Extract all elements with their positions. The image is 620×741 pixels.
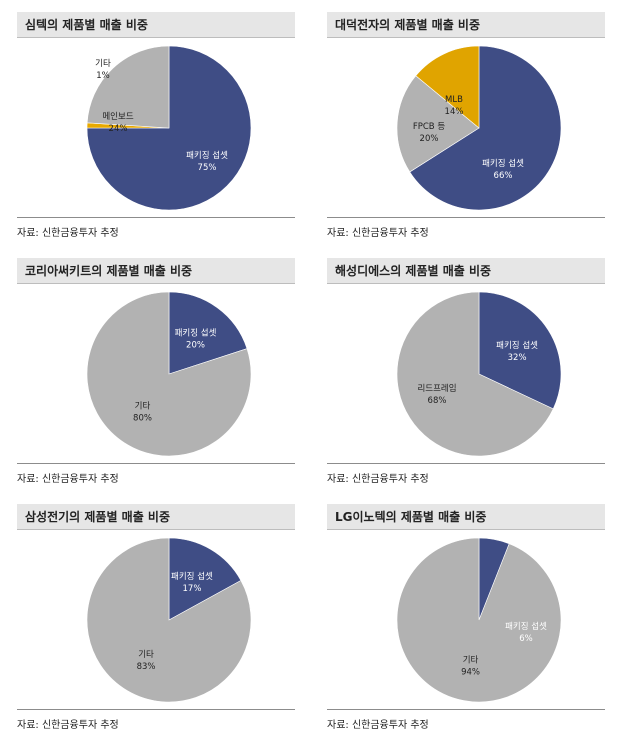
slice-name-label: 패키징 섭셋 <box>171 571 213 582</box>
slice-name-label: 패키징 섭셋 <box>175 328 217 339</box>
slice-value-label: 83% <box>137 662 156 672</box>
source-note: 자료: 신한금융투자 추정 <box>17 474 119 485</box>
slice-name-label: 리드프레임 <box>417 383 456 394</box>
source-note: 자료: 신한금융투자 추정 <box>327 720 429 731</box>
pie-slice-0 <box>409 45 562 211</box>
slice-label: 패키징 섭셋 6% <box>505 621 547 644</box>
slice-label: 패키징 섭셋 32% <box>496 340 538 363</box>
slice-value-label: 20% <box>186 341 205 351</box>
slice-label: 기타 94% <box>461 655 480 677</box>
slice-value-label: 24% <box>109 124 128 134</box>
slice-label: 리드프레임 68% <box>417 383 456 406</box>
slice-name-label: 패키징 섭셋 <box>186 150 228 161</box>
slice-label: 패키징 섭셋 66% <box>482 158 524 181</box>
pie-chart-area: 패키징 섭셋 32% 리드프레임 68% <box>327 285 605 464</box>
slice-value-label: 1% <box>96 71 110 81</box>
slice-name-label: 기타 <box>463 655 479 665</box>
chart-title: 심텍의 제품별 매출 비중 <box>17 12 295 38</box>
pie-chart-area: 패키징 섭셋 17% 기타 83% <box>17 531 295 710</box>
pie-slice-1 <box>86 291 252 457</box>
chart-panel-haesung-ds: 해성디에스의 제품별 매출 비중 패키징 섭셋 32% 리드프레임 68% 자료: 신… <box>327 258 605 485</box>
pie-chart: 패키징 섭셋 6% 기타 94% <box>396 537 562 703</box>
chart-panel-simtech: 심텍의 제품별 매출 비중 패키징 섭셋 75% 기타 1% 메인보드 24% 자료: 신… <box>17 12 295 239</box>
pie-slice-1 <box>396 75 480 173</box>
source-note: 자료: 신한금융투자 추정 <box>327 228 429 239</box>
chart-panel-daeduck: 대덕전자의 제품별 매출 비중 패키징 섭셋 66% FPCB 등 20% MLB 14%… <box>327 12 605 239</box>
slice-label: 패키징 섭셋 20% <box>175 328 217 351</box>
slice-name-label: 패키징 섭셋 <box>482 158 524 169</box>
pie-slice-2 <box>415 45 480 129</box>
slice-name-label: 패키징 섭셋 <box>505 621 547 632</box>
pie-chart-area: 패키징 섭셋 75% 기타 1% 메인보드 24% <box>17 39 295 218</box>
slice-label: 기타 83% <box>137 650 156 672</box>
chart-title: 코리아써키트의 제품별 매출 비중 <box>17 258 295 284</box>
pie-slice-0 <box>86 45 252 211</box>
pie-slice-1 <box>396 291 554 457</box>
pie-chart: 패키징 섭셋 66% FPCB 등 20% MLB 14% <box>396 45 562 211</box>
pie-slice-0 <box>168 291 248 375</box>
slice-value-label: 6% <box>519 634 533 644</box>
slice-value-label: 14% <box>445 107 464 117</box>
chart-title: 대덕전자의 제품별 매출 비중 <box>327 12 605 38</box>
chart-title: LG이노텍의 제품별 매출 비중 <box>327 504 605 530</box>
pie-slice-1 <box>396 537 562 703</box>
slice-value-label: 68% <box>428 396 447 406</box>
slice-label: 기타 1% <box>95 59 111 81</box>
chart-panel-lg-innotek: LG이노텍의 제품별 매출 비중 패키징 섭셋 6% 기타 94% 자료: 신한금융투… <box>327 504 605 731</box>
slice-label: 메인보드 24% <box>102 111 133 134</box>
slice-name-label: 기타 <box>95 59 111 69</box>
slice-value-label: 17% <box>183 584 202 594</box>
slice-label: FPCB 등 20% <box>413 122 445 144</box>
slice-label: 패키징 섭셋 75% <box>186 150 228 173</box>
slice-value-label: 20% <box>420 134 439 144</box>
slice-value-label: 80% <box>133 413 152 423</box>
source-note: 자료: 신한금융투자 추정 <box>17 228 119 239</box>
pie-slice-0 <box>478 291 562 410</box>
slice-name-label: 기타 <box>138 650 154 660</box>
pie-chart: 패키징 섭셋 17% 기타 83% <box>86 537 252 703</box>
source-note: 자료: 신한금융투자 추정 <box>327 474 429 485</box>
chart-panel-korea-circuit: 코리아써키트의 제품별 매출 비중 패키징 섭셋 20% 기타 80% 자료: 신한금… <box>17 258 295 485</box>
slice-label: 패키징 섭셋 17% <box>171 571 213 594</box>
slice-value-label: 75% <box>198 163 217 173</box>
slice-value-label: 94% <box>461 667 480 677</box>
pie-chart-area: 패키징 섭셋 6% 기타 94% <box>327 531 605 710</box>
slice-name-label: MLB <box>445 95 463 105</box>
chart-title: 삼성전기의 제품별 매출 비중 <box>17 504 295 530</box>
pie-chart: 패키징 섭셋 75% 기타 1% 메인보드 24% <box>86 45 252 211</box>
slice-label: 기타 80% <box>133 401 152 423</box>
source-note: 자료: 신한금융투자 추정 <box>17 720 119 731</box>
pie-slice-0 <box>168 537 242 621</box>
pie-slice-1 <box>86 537 252 703</box>
chart-panel-samsung-electro: 삼성전기의 제품별 매출 비중 패키징 섭셋 17% 기타 83% 자료: 신한금융투… <box>17 504 295 731</box>
pie-chart: 패키징 섭셋 32% 리드프레임 68% <box>396 291 562 457</box>
slice-name-label: FPCB 등 <box>413 122 445 132</box>
slice-label: MLB 14% <box>445 95 464 117</box>
slice-name-label: 기타 <box>135 401 151 411</box>
slice-name-label: 메인보드 <box>102 111 133 122</box>
pie-slice-2 <box>86 45 170 129</box>
pie-chart: 패키징 섭셋 20% 기타 80% <box>86 291 252 457</box>
chart-title: 해성디에스의 제품별 매출 비중 <box>327 258 605 284</box>
pie-chart-area: 패키징 섭셋 66% FPCB 등 20% MLB 14% <box>327 39 605 218</box>
pie-chart-area: 패키징 섭셋 20% 기타 80% <box>17 285 295 464</box>
slice-value-label: 66% <box>494 171 513 181</box>
slice-name-label: 패키징 섭셋 <box>496 340 538 351</box>
slice-value-label: 32% <box>508 353 527 363</box>
